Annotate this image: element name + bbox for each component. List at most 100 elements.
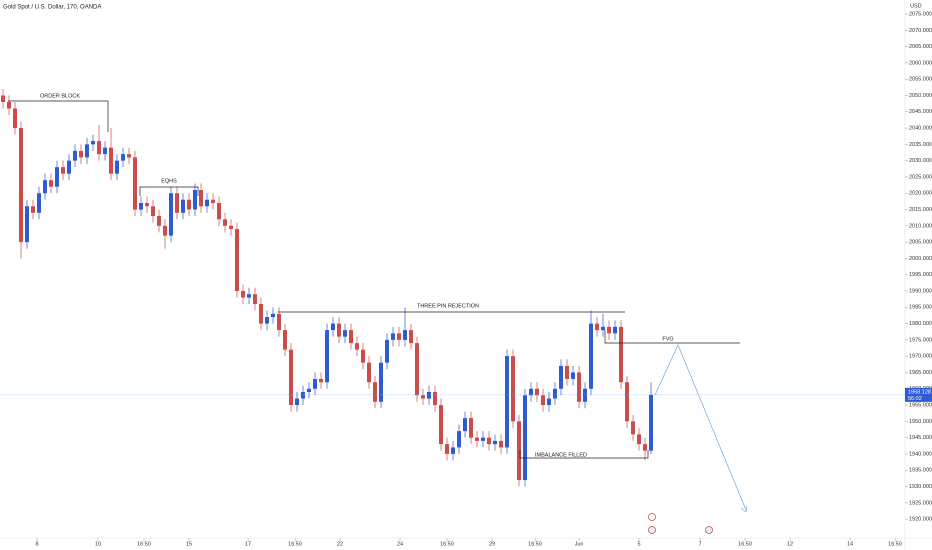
x-tick-label: 16:50 bbox=[137, 541, 151, 547]
candle-body bbox=[421, 395, 426, 399]
x-tick-label: 16:50 bbox=[440, 541, 454, 547]
y-tick-label: 2070.000 bbox=[909, 28, 932, 34]
candle-body bbox=[385, 339, 390, 363]
x-tick-label: 12 bbox=[787, 541, 793, 547]
drawings bbox=[8, 100, 740, 459]
candle-body bbox=[139, 203, 144, 210]
candle-body bbox=[619, 326, 624, 383]
candle-body bbox=[409, 330, 414, 344]
candle-body bbox=[337, 323, 342, 337]
y-tick-label: 2050.000 bbox=[909, 93, 932, 99]
candle-body bbox=[247, 294, 252, 298]
candle-body bbox=[523, 395, 528, 480]
y-tick-label: 1935.000 bbox=[909, 468, 932, 474]
candle-body bbox=[13, 108, 18, 129]
candle-body bbox=[637, 434, 642, 445]
candle-body bbox=[259, 304, 264, 324]
y-tick-label: 1950.000 bbox=[909, 419, 932, 425]
candle-body bbox=[415, 343, 420, 396]
x-tick-label: Jun bbox=[575, 541, 584, 547]
candle-body bbox=[289, 349, 294, 406]
candle-body bbox=[541, 395, 546, 406]
order-block-line bbox=[8, 100, 109, 132]
eqhs-line bbox=[139, 186, 199, 196]
candle-body bbox=[115, 160, 120, 174]
y-tick-label: 2045.000 bbox=[909, 109, 932, 115]
candle-body bbox=[511, 356, 516, 422]
annotation: IMBALANCE FILLED bbox=[535, 452, 587, 458]
annotation: ORDER BLOCK bbox=[40, 93, 80, 99]
candle-body bbox=[583, 388, 588, 402]
candle-body bbox=[265, 317, 270, 324]
y-tick-label: 2055.000 bbox=[909, 77, 932, 83]
fvg-line bbox=[604, 330, 740, 344]
y-tick-label: 1930.000 bbox=[909, 484, 932, 490]
candle-body bbox=[301, 392, 306, 399]
candle-body bbox=[433, 392, 438, 406]
candle-body bbox=[271, 313, 276, 318]
x-tick-label: 17 bbox=[245, 541, 251, 547]
candle-body bbox=[169, 193, 174, 236]
candle-body bbox=[157, 216, 162, 226]
y-tick-label: 1920.000 bbox=[909, 517, 932, 523]
candle-body bbox=[427, 392, 432, 399]
candle-body bbox=[181, 199, 186, 213]
candle-body bbox=[349, 330, 354, 344]
candle-body bbox=[7, 101, 12, 109]
candle-body bbox=[445, 444, 450, 454]
y-tick-label: 2060.000 bbox=[909, 60, 932, 66]
candle-body bbox=[205, 199, 210, 207]
candle-body bbox=[133, 157, 138, 210]
event-icon[interactable] bbox=[648, 513, 656, 521]
candle-body bbox=[253, 294, 258, 305]
candle-body bbox=[439, 405, 444, 445]
candle-body bbox=[469, 418, 474, 438]
candle-body bbox=[193, 189, 198, 210]
currency-label: USD bbox=[910, 3, 922, 9]
y-tick-label: 1995.000 bbox=[909, 272, 932, 278]
candle-body bbox=[163, 225, 168, 236]
candle-body bbox=[607, 326, 612, 334]
candle-body bbox=[463, 418, 468, 432]
candle-body bbox=[109, 147, 114, 174]
projection-arrow bbox=[740, 505, 748, 513]
candle-body bbox=[547, 398, 552, 406]
y-tick-label: 1980.000 bbox=[909, 321, 932, 327]
annotation: EQHS bbox=[161, 178, 177, 184]
candle-body bbox=[553, 388, 558, 399]
candle-body bbox=[367, 362, 372, 383]
candle-body bbox=[151, 206, 156, 217]
y-tick-label: 2010.000 bbox=[909, 223, 932, 229]
flag-icon[interactable] bbox=[705, 526, 713, 534]
candle-body bbox=[217, 203, 222, 220]
candle-body bbox=[223, 219, 228, 226]
candle-body bbox=[241, 290, 246, 298]
candle-body bbox=[79, 150, 84, 158]
x-tick-label: 16:50 bbox=[888, 541, 902, 547]
candle-body bbox=[61, 167, 66, 174]
y-tick-label: 1925.000 bbox=[909, 500, 932, 506]
candle-body bbox=[481, 437, 486, 441]
x-tick-label: 22 bbox=[337, 541, 343, 547]
candle-body bbox=[67, 160, 72, 174]
candle-body bbox=[451, 447, 456, 454]
candle-body bbox=[373, 382, 378, 402]
annotation: FVG bbox=[662, 336, 673, 342]
candle-body bbox=[649, 394, 654, 451]
candle-body bbox=[19, 128, 24, 243]
countdown-label: 56:02 bbox=[908, 396, 922, 402]
x-tick-label: 15 bbox=[186, 541, 192, 547]
candle-body bbox=[43, 180, 48, 194]
candle-body bbox=[613, 326, 618, 334]
candle-body bbox=[457, 431, 462, 448]
candle-body bbox=[277, 313, 282, 331]
imbalance-line bbox=[519, 450, 649, 459]
candle-body bbox=[49, 180, 54, 187]
flag-icon[interactable] bbox=[648, 526, 656, 534]
y-tick-label: 2020.000 bbox=[909, 191, 932, 197]
x-tick-label: 29 bbox=[489, 541, 495, 547]
x-tick-label: 10 bbox=[95, 541, 101, 547]
y-tick-label: 2040.000 bbox=[909, 126, 932, 132]
